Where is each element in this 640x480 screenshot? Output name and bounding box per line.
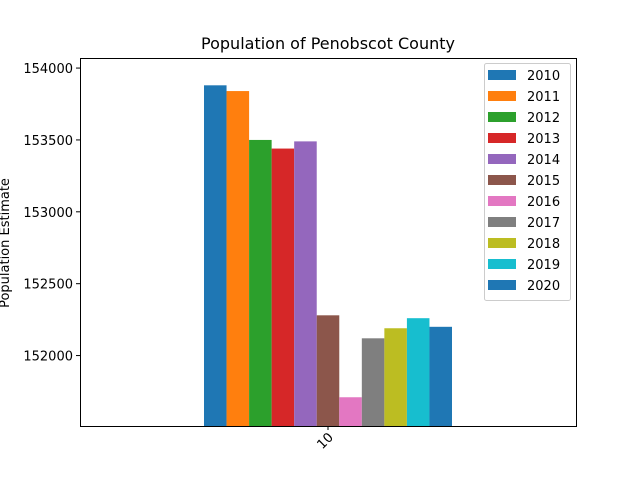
legend-label-2011: 2011 <box>527 90 560 105</box>
bar-2017 <box>361 338 385 426</box>
y-axis: 152000 152500 153000 153500 154000 <box>23 62 80 365</box>
legend-swatch-2019 <box>488 259 516 269</box>
legend-label-2018: 2018 <box>527 237 560 252</box>
legend-label-2012: 2012 <box>527 111 560 126</box>
bar-2013 <box>271 148 295 426</box>
legend-label-2016: 2016 <box>527 195 560 210</box>
legend: 2010 2011 2012 2013 2014 2015 2016 2017 2018 2019… <box>484 63 571 301</box>
bar-2020 <box>429 326 452 426</box>
legend-label-2014: 2014 <box>527 153 560 168</box>
bar-2014 <box>294 141 317 427</box>
legend-swatch-2010 <box>488 70 516 80</box>
bar-2016 <box>339 397 362 426</box>
legend-label-2015: 2015 <box>527 174 560 189</box>
legend-label-2019: 2019 <box>527 258 560 273</box>
legend-swatch-2011 <box>488 91 516 101</box>
y-axis-label: Population Estimate <box>0 178 13 308</box>
y-tick-label: 152500 <box>23 278 73 293</box>
legend-label-2010: 2010 <box>527 69 560 84</box>
legend-swatch-2015 <box>488 175 516 185</box>
y-tick-label: 153500 <box>23 134 73 149</box>
bar-2018 <box>384 328 407 426</box>
legend-swatch-2017 <box>488 217 516 227</box>
legend-label-2020: 2020 <box>527 279 560 294</box>
legend-swatch-2016 <box>488 196 516 206</box>
bar-2019 <box>406 318 430 426</box>
legend-swatch-2018 <box>488 238 516 248</box>
legend-label-2017: 2017 <box>527 216 560 231</box>
bar-2010 <box>204 85 227 426</box>
y-tick-label: 153000 <box>23 206 73 221</box>
legend-swatch-2013 <box>488 133 516 143</box>
bar-2012 <box>249 139 272 426</box>
y-tick-label: 152000 <box>23 350 73 365</box>
legend-swatch-2020 <box>488 280 516 290</box>
legend-label-2013: 2013 <box>527 132 560 147</box>
y-tick-label: 154000 <box>23 62 73 77</box>
legend-swatch-2014 <box>488 154 516 164</box>
bars-group <box>204 85 452 427</box>
bar-2011 <box>226 91 250 426</box>
chart-title: Population of Penobscot County <box>201 34 455 53</box>
legend-swatch-2012 <box>488 112 516 122</box>
bar-2015 <box>316 315 340 426</box>
